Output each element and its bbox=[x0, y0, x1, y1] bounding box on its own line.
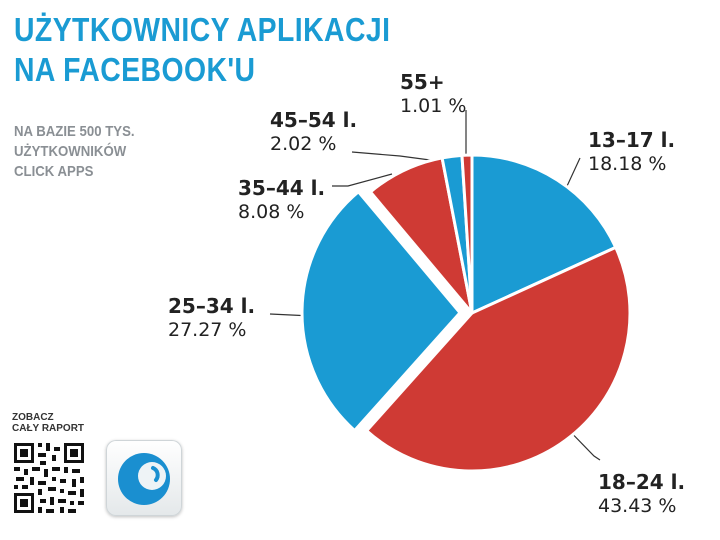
label-18-24: 18–24 l. 43.43 % bbox=[598, 470, 685, 518]
subtitle-line-2: UŻYTKOWNIKÓW bbox=[14, 143, 127, 160]
label-value: 8.08 % bbox=[238, 201, 305, 223]
click-apps-logo-icon[interactable] bbox=[106, 440, 182, 516]
pie-slices bbox=[300, 153, 632, 473]
label-category: 55+ bbox=[400, 70, 445, 94]
label-category: 45–54 l. bbox=[270, 108, 358, 132]
label-value: 1.01 % bbox=[400, 95, 467, 117]
chart-subtitle: NA BAZIE 500 TYS. UŻYTKOWNIKÓW CLICK APP… bbox=[14, 122, 135, 182]
label-45-54: 45–54 l. 2.02 % bbox=[270, 108, 357, 156]
label-25-34: 25–34 l. 27.27 % bbox=[168, 294, 255, 342]
pie-slice-0 bbox=[470, 153, 618, 315]
label-value: 27.27 % bbox=[168, 319, 247, 341]
qr-caption-line-2: CAŁY RAPORT bbox=[12, 423, 85, 434]
chart-title: UŻYTKOWNICY APLIKACJI NA FACEBOOK'U bbox=[14, 10, 390, 90]
label-55-plus: 55+ 1.01 % bbox=[400, 70, 466, 118]
label-value: 18.18 % bbox=[588, 153, 667, 175]
pie-slice-5 bbox=[460, 153, 474, 315]
title-line-2: NA FACEBOOK'U bbox=[14, 51, 256, 88]
qr-caption-line-1: ZOBACZ bbox=[12, 412, 54, 423]
label-13-17: 13–17 l. 18.18 % bbox=[588, 128, 675, 176]
label-category: 13–17 l. bbox=[588, 128, 676, 152]
label-35-44: 35–44 l. 8.08 % bbox=[238, 176, 325, 224]
label-value: 43.43 % bbox=[598, 495, 677, 517]
qr-code-icon[interactable] bbox=[12, 441, 86, 515]
label-category: 25–34 l. bbox=[168, 294, 256, 318]
title-line-1: UŻYTKOWNICY APLIKACJI bbox=[14, 11, 391, 48]
pie-slice-1 bbox=[365, 245, 632, 473]
qr-caption: ZOBACZ CAŁY RAPORT bbox=[12, 412, 84, 434]
label-value: 2.02 % bbox=[270, 133, 337, 155]
leader-line-35-44 bbox=[332, 173, 393, 187]
label-category: 18–24 l. bbox=[598, 470, 686, 494]
subtitle-line-1: NA BAZIE 500 TYS. bbox=[14, 123, 135, 140]
click-apps-logo-glyph bbox=[118, 453, 170, 505]
subtitle-line-3: CLICK APPS bbox=[14, 163, 94, 180]
pie-slice-2 bbox=[300, 190, 462, 433]
label-category: 35–44 l. bbox=[238, 176, 326, 200]
